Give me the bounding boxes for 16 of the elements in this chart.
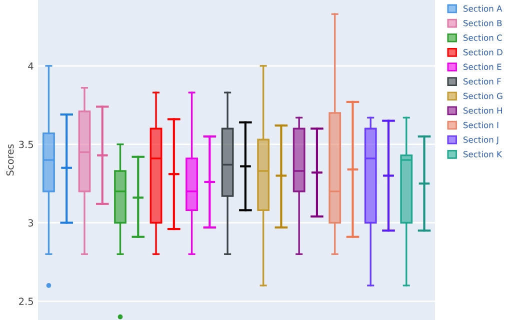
legend-label: Section B bbox=[463, 20, 502, 26]
y-tick-label: 4 bbox=[28, 62, 34, 70]
y-axis-title: Scores bbox=[6, 144, 14, 176]
legend-label: Section A bbox=[463, 5, 502, 12]
legend-label: Section F bbox=[463, 78, 501, 85]
legend-label: Section J bbox=[463, 136, 498, 144]
legend-label: Section G bbox=[463, 92, 502, 100]
legend-label: Section K bbox=[463, 150, 502, 158]
y-tick-label: 2.5 bbox=[19, 298, 33, 306]
y-tick-label: 3 bbox=[28, 219, 34, 227]
legend-label: Section I bbox=[463, 122, 498, 128]
y-tick-label: 3.5 bbox=[19, 140, 33, 148]
legend-label: Section D bbox=[463, 48, 502, 56]
legend-label: Section H bbox=[463, 107, 502, 114]
legend-label: Section E bbox=[463, 64, 502, 70]
legend-label: Section C bbox=[463, 34, 502, 41]
